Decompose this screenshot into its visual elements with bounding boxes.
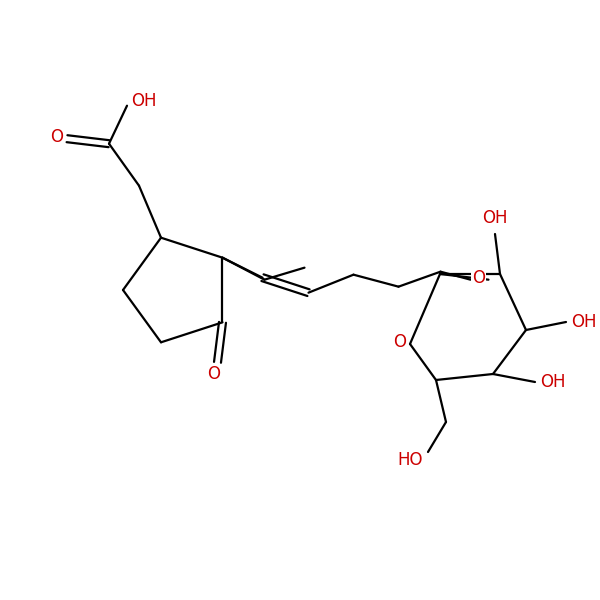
Text: OH: OH <box>571 313 597 331</box>
Text: OH: OH <box>131 92 157 110</box>
Text: OH: OH <box>540 373 566 391</box>
Text: OH: OH <box>482 209 508 227</box>
Text: O: O <box>472 269 485 287</box>
Text: HO: HO <box>397 451 423 469</box>
Text: O: O <box>50 128 64 146</box>
Text: O: O <box>207 365 220 383</box>
Text: O: O <box>394 333 407 351</box>
